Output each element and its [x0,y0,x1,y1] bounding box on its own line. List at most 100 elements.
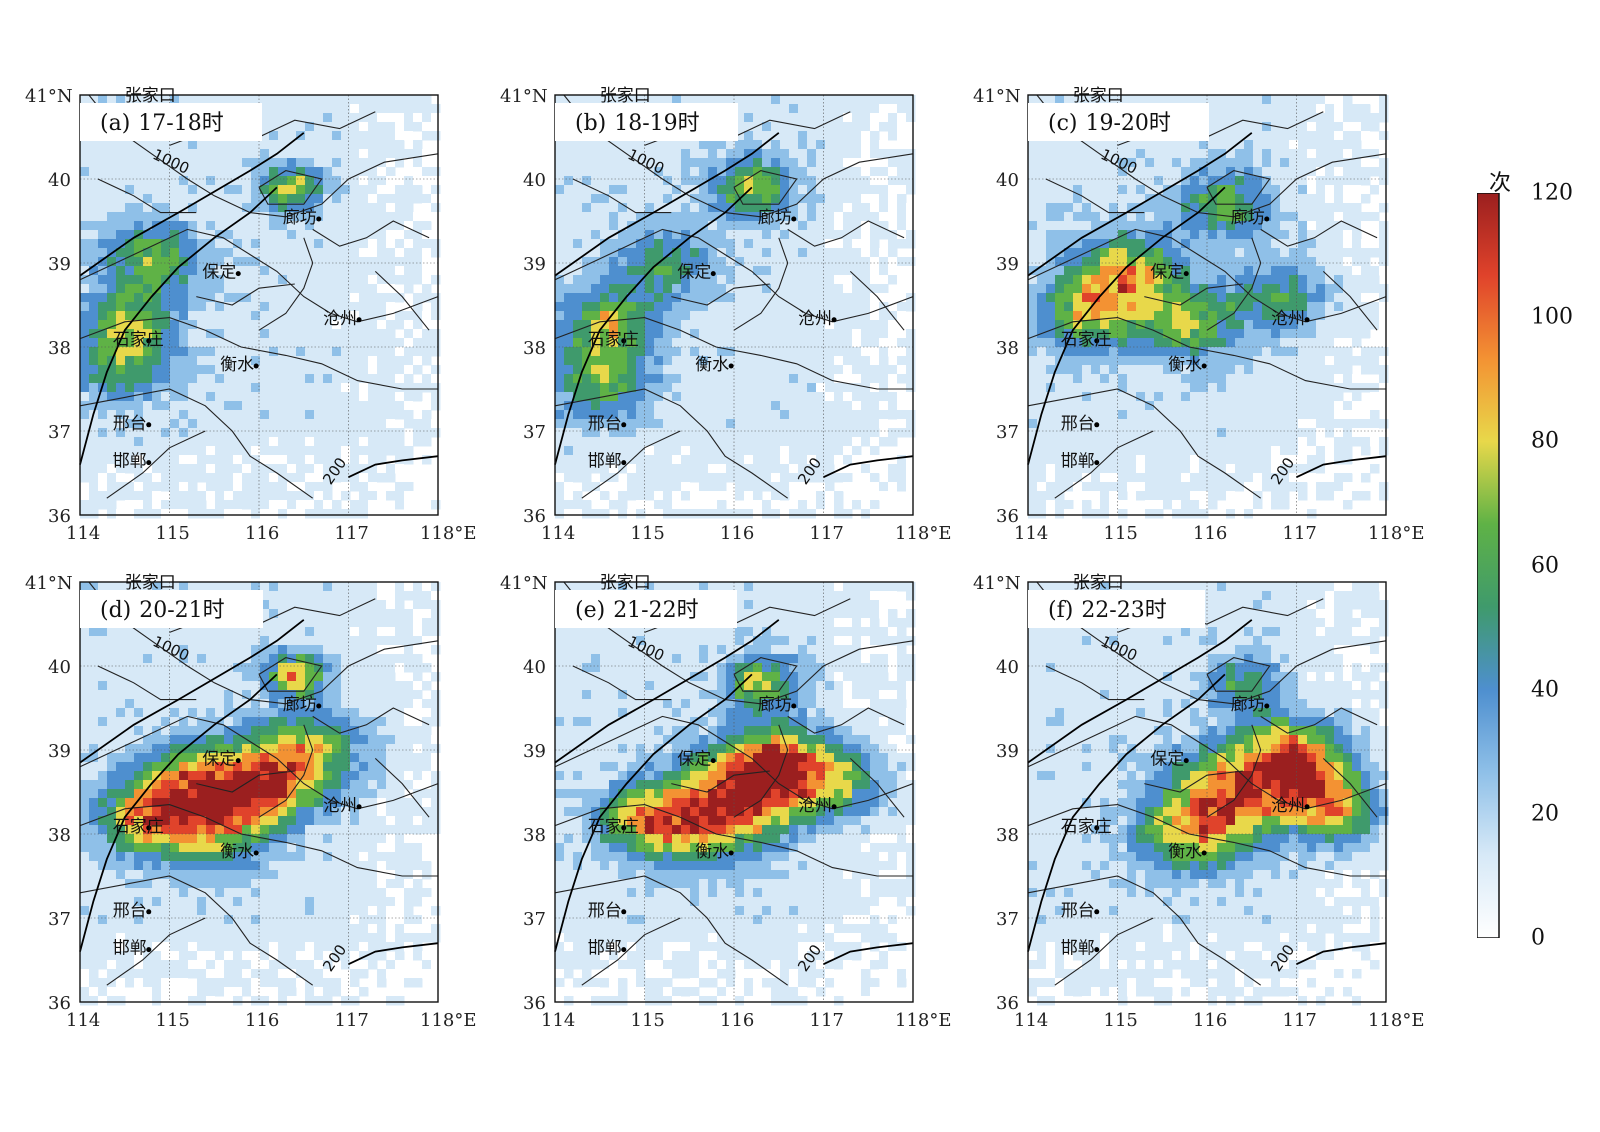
lon-tick-label: 114 [66,523,100,544]
contour-line [79,186,278,465]
lon-tick-label: 117 [1283,523,1317,544]
admin-boundary [258,237,314,331]
lat-tick-label: 39 [523,254,546,275]
city-label: 石家庄 [113,330,164,350]
lat-tick-label: 37 [48,422,71,443]
contour-200 [823,455,914,479]
admin-boundary [258,724,314,818]
city-marker [146,909,152,915]
admin-boundary [554,875,789,986]
city-label: 廊坊 [758,695,792,715]
city-marker [316,216,322,222]
city-marker [1264,216,1270,222]
city-marker [1094,825,1100,831]
panel-title: (f) 22-23时 [1028,590,1205,628]
panel-label: (e) [575,598,606,623]
lat-tick-label: 36 [48,506,71,527]
lat-tick-label: 41°N [973,86,1021,107]
city-label: 沧州 [798,796,832,816]
city-label: 廊坊 [283,208,317,228]
lat-tick-label: 37 [523,909,546,930]
lat-tick-label: 37 [996,422,1019,443]
city-label: 石家庄 [588,817,639,837]
city-label: 衡水 [1168,842,1202,862]
admin-boundary [1322,757,1378,818]
city-label: 邯郸 [113,452,147,472]
map-frame [1027,581,1387,1003]
admin-boundary [79,228,439,323]
admin-boundary [1027,715,1387,810]
panel-label: (c) [1048,111,1078,136]
admin-boundary [787,220,905,247]
city-marker [831,804,837,810]
admin-boundary [733,237,789,331]
lon-tick-label: 118°E [895,523,952,544]
panel-title: (c) 19-20时 [1028,103,1209,141]
map-frame [79,94,439,516]
colorbar-tick: 60 [1531,553,1559,578]
admin-boundary [196,283,295,306]
lat-tick-label: 38 [996,338,1019,359]
lat-tick-label: 36 [996,993,1019,1014]
admin-boundary [581,917,681,986]
city-label: 邢台 [1061,901,1095,921]
lon-tick-label: 115 [156,523,190,544]
lon-tick-label: 116 [720,523,754,544]
contour-1000 [79,619,305,764]
city-marker [621,338,627,344]
lon-tick-label: 116 [1193,523,1227,544]
city-label: 保定 [677,263,711,283]
admin-boundary [79,804,438,877]
city-marker [1094,338,1100,344]
admin-boundary [258,657,323,692]
admin-boundary [554,388,789,499]
lon-tick-label: 115 [1104,523,1138,544]
panel-time: 20-21时 [139,598,225,623]
admin-boundary [1027,388,1262,499]
contour-1000 [554,619,780,764]
admin-boundary [733,724,789,818]
lat-tick-label: 38 [996,825,1019,846]
lat-tick-label: 40 [48,657,71,678]
lat-tick-label: 38 [48,338,71,359]
lon-tick-label: 114 [1014,523,1048,544]
colorbar-tick: 80 [1531,428,1559,454]
admin-boundary [554,317,913,390]
map-panel-f: 1000 200 廊坊 保定 沧州 石家庄 衡水 邢台 邯郸 张家口 114 115 116 117 118… [973,573,1508,1062]
panel-time: 17-18时 [138,111,224,136]
lon-tick-label: 115 [631,1010,665,1031]
city-label: 邢台 [113,414,147,434]
contour-1000 [1027,132,1253,277]
city-label: 沧州 [323,309,357,329]
lon-tick-label: 116 [1193,1010,1227,1031]
admin-boundary [79,875,314,986]
city-label: 沧州 [323,796,357,816]
admin-boundary [849,270,905,331]
city-marker [1304,804,1310,810]
city-label: 衡水 [220,842,254,862]
map-frame [79,581,439,1003]
panel-time: 21-22时 [613,598,699,623]
admin-boundary [374,270,430,331]
clipped-city-label: 张家口 [1073,573,1124,593]
lon-tick-label: 115 [156,1010,190,1031]
lon-tick-label: 118°E [1368,523,1425,544]
contour-1000 [554,132,780,277]
city-marker [146,422,152,428]
admin-boundary [733,170,798,205]
admin-boundary [79,317,438,390]
city-label: 沧州 [1271,796,1305,816]
admin-boundary [1027,317,1386,390]
admin-boundary [581,430,681,499]
lon-tick-label: 116 [245,523,279,544]
city-marker [1183,271,1189,277]
admin-boundary [733,657,798,692]
city-marker [621,947,627,953]
city-label: 邯郸 [1061,452,1095,472]
city-marker [1094,947,1100,953]
admin-boundary [79,715,439,810]
